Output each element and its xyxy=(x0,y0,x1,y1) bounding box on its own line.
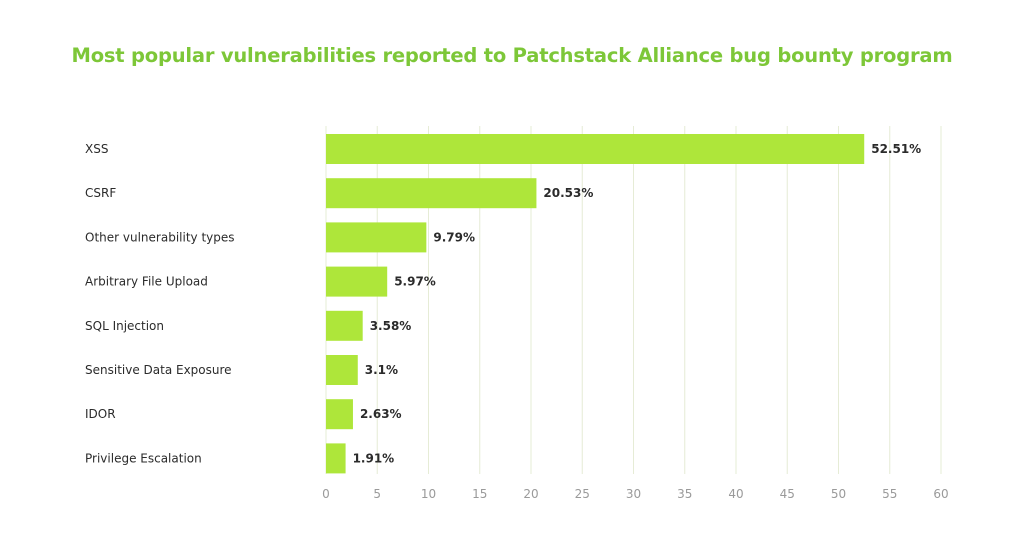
category-label: CSRF xyxy=(85,186,116,200)
bar xyxy=(326,399,353,430)
category-label: Privilege Escalation xyxy=(85,451,202,465)
x-tick-label: 5 xyxy=(373,487,381,501)
value-labels: 52.51% 20.53% 9.79% 5.97% 3.58% 3.1% 2.63% 1.91… xyxy=(353,142,922,465)
bar xyxy=(326,222,427,253)
x-tick-label: 15 xyxy=(472,487,487,501)
x-tick-label: 55 xyxy=(882,487,897,501)
data-label: 9.79% xyxy=(433,230,475,244)
data-label: 3.1% xyxy=(365,363,398,377)
category-labels: XSS CSRF Other vulnerability types Arbitrar… xyxy=(85,142,235,465)
category-label: Sensitive Data Exposure xyxy=(85,363,232,377)
x-tick-label: 35 xyxy=(677,487,692,501)
category-label: IDOR xyxy=(85,407,116,421)
category-label: Arbitrary File Upload xyxy=(85,275,208,289)
bar xyxy=(326,355,358,385)
x-tick-label: 60 xyxy=(933,487,948,501)
bar xyxy=(326,178,537,209)
x-tick-label: 25 xyxy=(575,487,590,501)
data-label: 52.51% xyxy=(871,142,921,156)
bar xyxy=(326,134,865,164)
x-tick-label: 50 xyxy=(831,487,846,501)
grid-lines xyxy=(325,126,942,474)
bar xyxy=(326,266,388,297)
x-tick-label: 0 xyxy=(322,487,330,501)
data-label: 2.63% xyxy=(360,407,402,421)
data-label: 3.58% xyxy=(370,319,412,333)
bars xyxy=(326,134,865,474)
category-label: XSS xyxy=(85,142,108,156)
x-tick-label: 45 xyxy=(780,487,795,501)
bar xyxy=(326,310,363,341)
x-tick-label: 30 xyxy=(626,487,641,501)
x-axis-ticks: 0 5 10 15 20 25 30 35 40 45 50 55 60 xyxy=(322,487,948,501)
chart-title: Most popular vulnerabilities reported to… xyxy=(71,44,953,67)
x-tick-label: 40 xyxy=(728,487,743,501)
data-label: 5.97% xyxy=(394,275,436,289)
data-label: 20.53% xyxy=(543,186,593,200)
category-label: Other vulnerability types xyxy=(85,230,235,244)
data-label: 1.91% xyxy=(353,451,395,465)
bar xyxy=(326,443,346,474)
category-label: SQL Injection xyxy=(85,319,164,333)
x-tick-label: 10 xyxy=(421,487,436,501)
x-tick-label: 20 xyxy=(523,487,538,501)
